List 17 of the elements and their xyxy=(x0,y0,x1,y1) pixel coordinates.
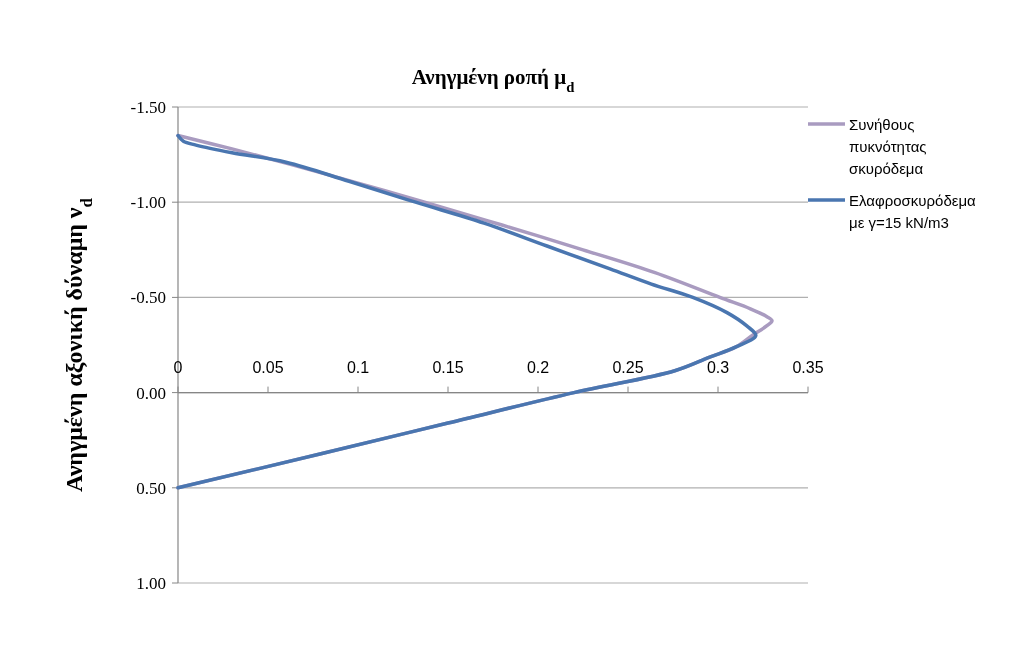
y-tick-label: 0.50 xyxy=(136,478,166,498)
y-tick-label: 0.00 xyxy=(136,383,166,403)
chart-title: Ανηγμένη ροπή μ$_{d}$ xyxy=(411,65,575,95)
x-tick-label: 0.2 xyxy=(526,358,550,376)
x-tick-label: 0.1 xyxy=(346,358,370,376)
y-tick-label: -1.50 xyxy=(130,97,166,117)
y-tick-label: -1.00 xyxy=(130,193,166,213)
x-tick-label: 0.05 xyxy=(252,358,284,376)
x-tick-label: 0 xyxy=(173,358,183,376)
x-tick-label: 0.25 xyxy=(612,358,644,376)
x-tick-label: 0.35 xyxy=(792,358,824,376)
x-tick-label: 0.3 xyxy=(706,358,730,376)
y-tick-label: -0.50 xyxy=(130,288,166,308)
y-tick-label: 1.00 xyxy=(136,573,166,593)
legend-label: Ελαφροσκυρόδεμα με γ=15 kN/m3 xyxy=(849,192,977,231)
x-tick-label: 0.15 xyxy=(432,358,464,376)
legend-label: Συνήθους πυκνότητας σκυρόδεμα xyxy=(849,116,927,177)
